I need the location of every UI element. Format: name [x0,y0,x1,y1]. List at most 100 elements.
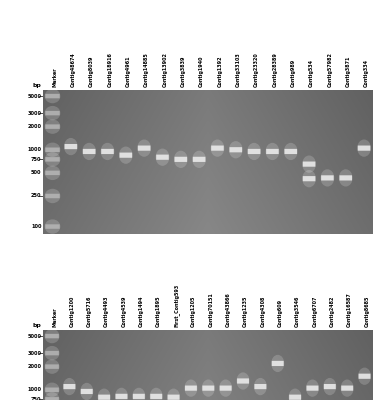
FancyBboxPatch shape [237,378,249,384]
FancyBboxPatch shape [303,176,316,181]
Ellipse shape [167,388,180,400]
Ellipse shape [254,378,267,395]
FancyBboxPatch shape [175,157,187,162]
FancyBboxPatch shape [185,386,197,391]
FancyBboxPatch shape [193,157,205,162]
Ellipse shape [341,380,354,397]
FancyBboxPatch shape [248,149,261,154]
FancyBboxPatch shape [45,94,60,98]
Text: Contig609: Contig609 [278,299,283,327]
Ellipse shape [44,392,60,400]
Text: Contig43866: Contig43866 [226,292,231,327]
Ellipse shape [44,219,60,234]
Ellipse shape [247,143,261,160]
FancyBboxPatch shape [64,144,77,149]
Text: Contig5716: Contig5716 [87,296,92,327]
Text: Contig1895: Contig1895 [156,296,161,327]
Text: First_Contig593: First_Contig593 [173,284,179,327]
FancyBboxPatch shape [45,171,60,175]
Ellipse shape [44,120,60,134]
Ellipse shape [80,383,93,400]
Ellipse shape [98,388,110,400]
Ellipse shape [339,169,352,186]
FancyBboxPatch shape [341,386,353,391]
Text: Contig1494: Contig1494 [139,296,144,327]
Text: Contig70151: Contig70151 [208,292,213,327]
Ellipse shape [229,141,243,158]
Text: Contig1205: Contig1205 [191,296,196,327]
FancyBboxPatch shape [254,384,266,389]
FancyBboxPatch shape [285,149,297,154]
Ellipse shape [44,329,60,343]
FancyBboxPatch shape [307,386,319,391]
Text: Contig48674: Contig48674 [71,52,76,87]
Ellipse shape [63,378,76,395]
Ellipse shape [137,140,151,157]
FancyBboxPatch shape [168,395,179,400]
FancyBboxPatch shape [138,146,150,151]
FancyBboxPatch shape [358,146,370,151]
Ellipse shape [271,355,284,372]
Text: Contig14885: Contig14885 [144,52,149,87]
FancyBboxPatch shape [45,124,60,129]
Ellipse shape [119,146,133,164]
Ellipse shape [320,169,334,186]
Text: Contig33103: Contig33103 [236,52,241,87]
FancyBboxPatch shape [45,388,59,392]
Ellipse shape [302,156,316,173]
Ellipse shape [265,143,279,160]
Text: 3000: 3000 [28,351,41,356]
FancyBboxPatch shape [63,384,75,389]
FancyBboxPatch shape [321,175,334,180]
FancyBboxPatch shape [45,157,60,162]
Text: Contig3871: Contig3871 [346,56,351,87]
Text: Contig1235: Contig1235 [243,296,248,327]
FancyBboxPatch shape [81,389,93,394]
FancyBboxPatch shape [45,148,60,152]
Ellipse shape [132,388,146,400]
Text: Contig4961: Contig4961 [126,56,131,87]
FancyBboxPatch shape [272,361,284,366]
Text: Contig8685: Contig8685 [365,296,369,327]
FancyBboxPatch shape [45,224,60,229]
Text: Contig534: Contig534 [309,59,314,87]
FancyBboxPatch shape [120,152,132,158]
FancyBboxPatch shape [339,175,352,180]
Text: Contig8039: Contig8039 [89,56,94,87]
Text: Contig28389: Contig28389 [273,52,277,87]
FancyBboxPatch shape [202,386,214,391]
Ellipse shape [357,140,371,157]
Text: Contig23320: Contig23320 [254,52,259,87]
Text: Contig4539: Contig4539 [121,296,126,327]
Text: Contig2482: Contig2482 [330,296,335,327]
FancyBboxPatch shape [150,394,162,399]
Ellipse shape [323,378,336,395]
FancyBboxPatch shape [45,397,59,400]
FancyBboxPatch shape [303,162,316,167]
Ellipse shape [236,372,250,390]
Text: Contig6707: Contig6707 [313,296,317,327]
Text: bp: bp [33,323,41,328]
FancyBboxPatch shape [45,111,60,115]
Text: Contig18916: Contig18916 [107,52,112,87]
FancyBboxPatch shape [359,374,371,379]
FancyBboxPatch shape [266,149,279,154]
Text: 2000: 2000 [28,364,41,369]
FancyBboxPatch shape [115,394,127,399]
Text: Contig989: Contig989 [291,59,296,87]
Ellipse shape [289,388,302,400]
Text: Contig1940: Contig1940 [199,56,204,87]
FancyBboxPatch shape [45,351,59,355]
Ellipse shape [306,380,319,397]
Text: 1000: 1000 [28,387,41,392]
Text: Contig334: Contig334 [364,59,369,87]
Text: Contig1392: Contig1392 [218,56,222,87]
Ellipse shape [202,380,215,397]
Text: 250: 250 [31,194,41,198]
Ellipse shape [219,380,232,397]
Ellipse shape [184,380,198,397]
Text: Contig3546: Contig3546 [295,296,300,327]
Ellipse shape [156,148,169,166]
Text: Marker: Marker [52,308,57,327]
Text: bp: bp [33,83,41,88]
